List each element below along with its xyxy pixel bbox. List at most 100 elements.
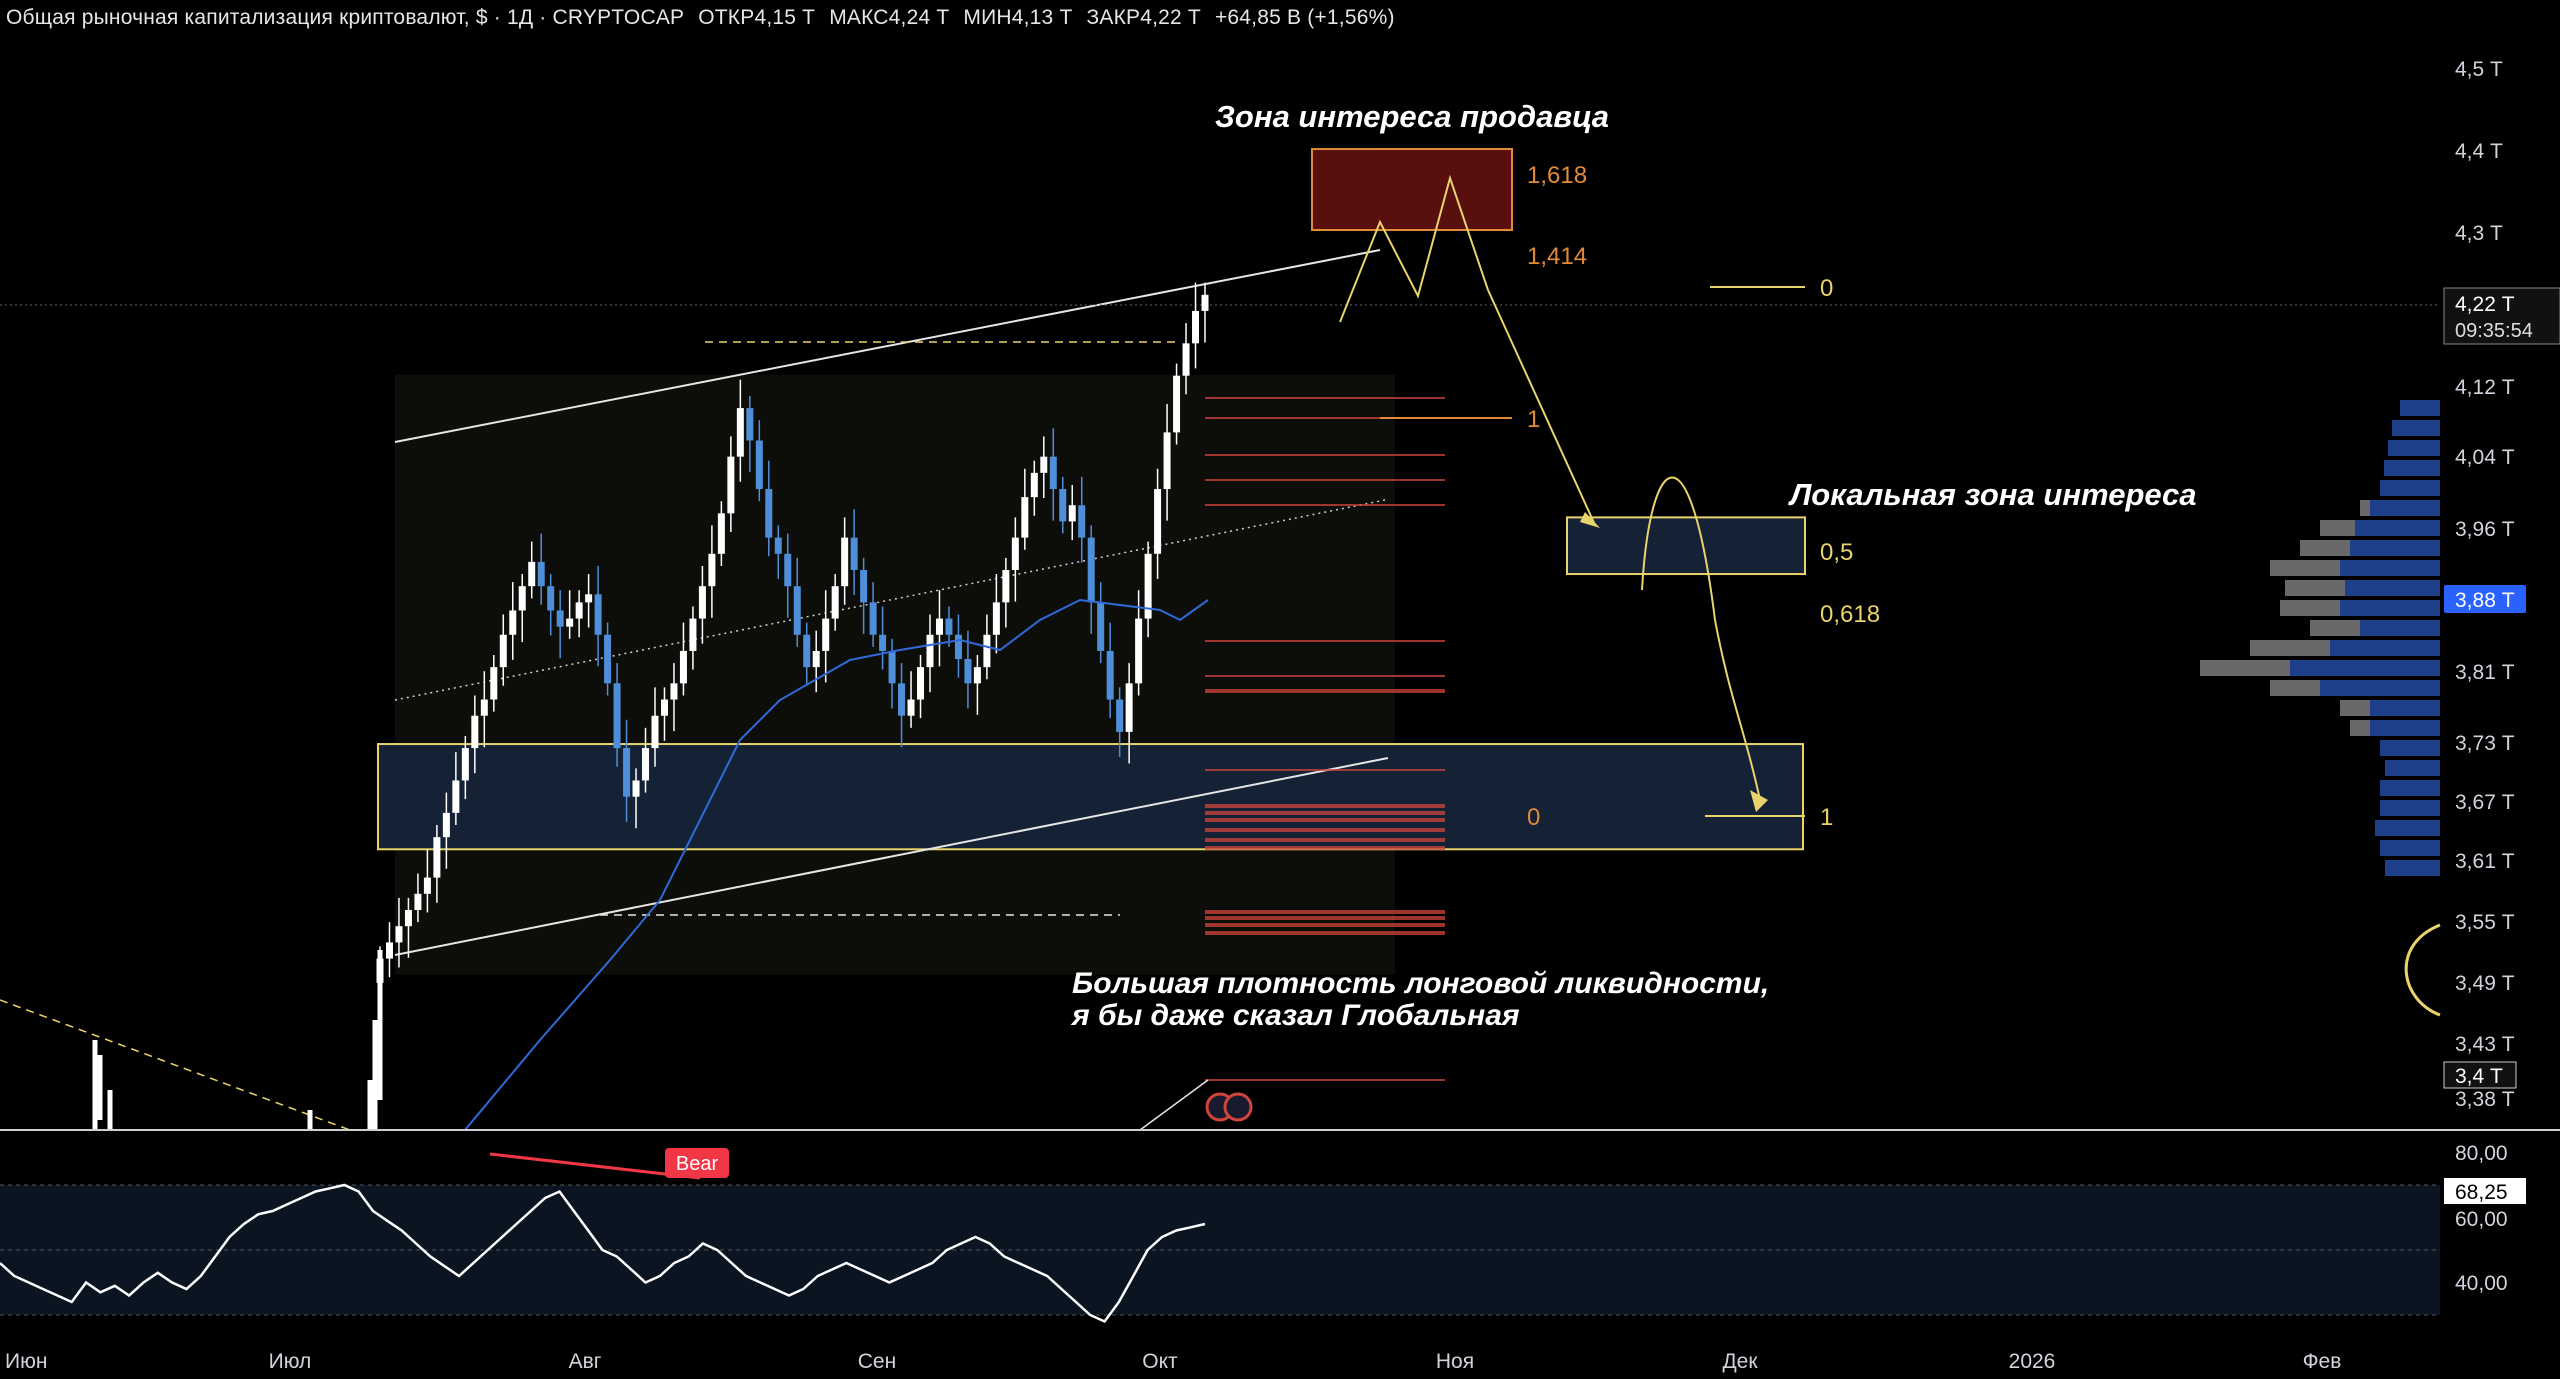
candle-body xyxy=(717,513,725,554)
candle-body xyxy=(926,634,934,668)
price-tick-label: 4,12 Т xyxy=(2455,376,2515,399)
volume-profile-bar-blue xyxy=(2370,720,2440,736)
candle-body xyxy=(585,594,593,603)
candle-body xyxy=(461,748,469,781)
time-axis-label: Июн xyxy=(5,1350,47,1373)
volume-profile-bar-blue xyxy=(2388,440,2440,456)
ohlc-change: +64,85 B (+1,56%) xyxy=(1214,6,1395,29)
volume-profile-bar-blue xyxy=(2400,400,2440,416)
ohlc-open: ОТКР4,15 Т xyxy=(698,6,816,29)
candle-body xyxy=(746,408,754,441)
candle-body xyxy=(727,456,735,514)
rsi-current-badge xyxy=(2444,1178,2526,1204)
last-price-badge xyxy=(2443,287,2560,345)
channel-upper-line xyxy=(394,249,1381,443)
seller-interest-zone xyxy=(1311,148,1513,231)
moving-average-line xyxy=(464,598,1209,1131)
candle-body xyxy=(385,942,393,959)
volume-profile-bar-blue xyxy=(2380,840,2440,856)
candle-body xyxy=(395,926,403,943)
price-tick-label: 4,04 Т xyxy=(2455,446,2515,469)
volume-profile-bar-blue xyxy=(2355,520,2440,536)
volume-profile-bar-blue xyxy=(2350,540,2440,556)
candle-body xyxy=(490,667,498,700)
candle-body xyxy=(1068,505,1076,522)
volume-profile-bar-blue xyxy=(2385,760,2440,776)
poc-price-value: 3,88 Т xyxy=(2455,589,2515,612)
candle-body xyxy=(803,634,811,668)
candle-body xyxy=(471,715,479,749)
candle-body xyxy=(1144,553,1152,619)
time-axis-label: 2026 xyxy=(2009,1350,2056,1373)
candle-body xyxy=(404,910,412,927)
candle-body xyxy=(831,586,839,619)
candle-body xyxy=(774,537,782,554)
candle-body xyxy=(642,748,650,781)
ohlc-high: МАКС4,24 Т xyxy=(829,6,950,29)
candle-body xyxy=(935,618,943,635)
bear-label-text: Bear xyxy=(676,1153,719,1175)
candle-body xyxy=(1106,650,1114,700)
time-axis-label: Авг xyxy=(569,1350,602,1373)
candle-body xyxy=(556,610,564,627)
candle-body xyxy=(509,610,517,635)
volume-profile-bar-blue xyxy=(2370,700,2440,716)
volume-profile-bar-blue xyxy=(2384,460,2440,476)
time-axis-label: Ноя xyxy=(1436,1350,1474,1373)
candle-body xyxy=(670,683,678,700)
candle-body xyxy=(1002,570,1010,603)
candle-body xyxy=(841,537,849,587)
candle-body xyxy=(1135,618,1143,684)
time-axis-label: Фев xyxy=(2303,1350,2342,1373)
ohlc-close: ЗАКР4,22 Т xyxy=(1086,6,1201,29)
rsi-line xyxy=(0,1183,1206,1324)
candles-group xyxy=(376,282,1209,995)
price-tick-label: 4,5 Т xyxy=(2455,58,2503,81)
candle-body xyxy=(499,634,507,668)
candle-body xyxy=(604,634,612,684)
ohlc-low: МИН4,13 Т xyxy=(963,6,1073,29)
candle-body xyxy=(1049,456,1057,490)
volume-profile-bar-blue xyxy=(2380,800,2440,816)
marker-price-badge xyxy=(2443,1061,2517,1089)
volume-profile-bar-blue xyxy=(2370,500,2440,516)
candle-body xyxy=(954,634,962,660)
arrow-head-down1 xyxy=(1580,512,1600,528)
candle-body xyxy=(613,683,621,749)
candle-body xyxy=(907,699,915,716)
candle-body xyxy=(1040,456,1048,473)
candle-body xyxy=(1173,375,1181,433)
candle-body xyxy=(679,650,687,684)
old-trend-dashed xyxy=(0,999,351,1131)
volume-profile-bar-blue xyxy=(2320,680,2440,696)
candle-body xyxy=(736,408,744,457)
candle-body xyxy=(879,634,887,651)
candle-body xyxy=(850,537,858,570)
volume-profile-bar-blue xyxy=(2345,580,2440,596)
volume-profile-bar-blue xyxy=(2380,480,2440,496)
candle-body xyxy=(1116,699,1124,732)
candle-body xyxy=(689,618,697,651)
chart-header: Общая рыночная капитализация криптовалют… xyxy=(6,6,1409,30)
fib-label-1414: 1,414 xyxy=(1527,243,1587,270)
local-zone-title: Локальная зона интереса xyxy=(1788,477,2196,512)
channel-lower-line xyxy=(394,757,1389,956)
candle-body xyxy=(547,586,555,611)
fib-label-zero-mid: 0 xyxy=(1527,804,1540,831)
candle-body xyxy=(1030,472,1038,498)
projection-down-path xyxy=(1487,289,1596,526)
fib-label-zero-upper: 0 xyxy=(1820,275,1833,302)
price-tick-label: 3,55 Т xyxy=(2455,911,2515,934)
candle-body xyxy=(452,780,460,813)
time-axis-label: Дек xyxy=(1722,1350,1758,1373)
candle-body xyxy=(983,634,991,668)
candle-body xyxy=(518,586,526,611)
arrow-head-down2 xyxy=(1750,790,1768,812)
fib-label-0618: 0,618 xyxy=(1820,601,1880,628)
symbol-title[interactable]: Общая рыночная капитализация криптовалют… xyxy=(6,6,685,29)
price-tick-label: 3,61 Т xyxy=(2455,850,2515,873)
candle-body xyxy=(575,602,583,619)
volume-profile-bar-blue xyxy=(2360,620,2440,636)
candle-body xyxy=(1154,489,1162,554)
